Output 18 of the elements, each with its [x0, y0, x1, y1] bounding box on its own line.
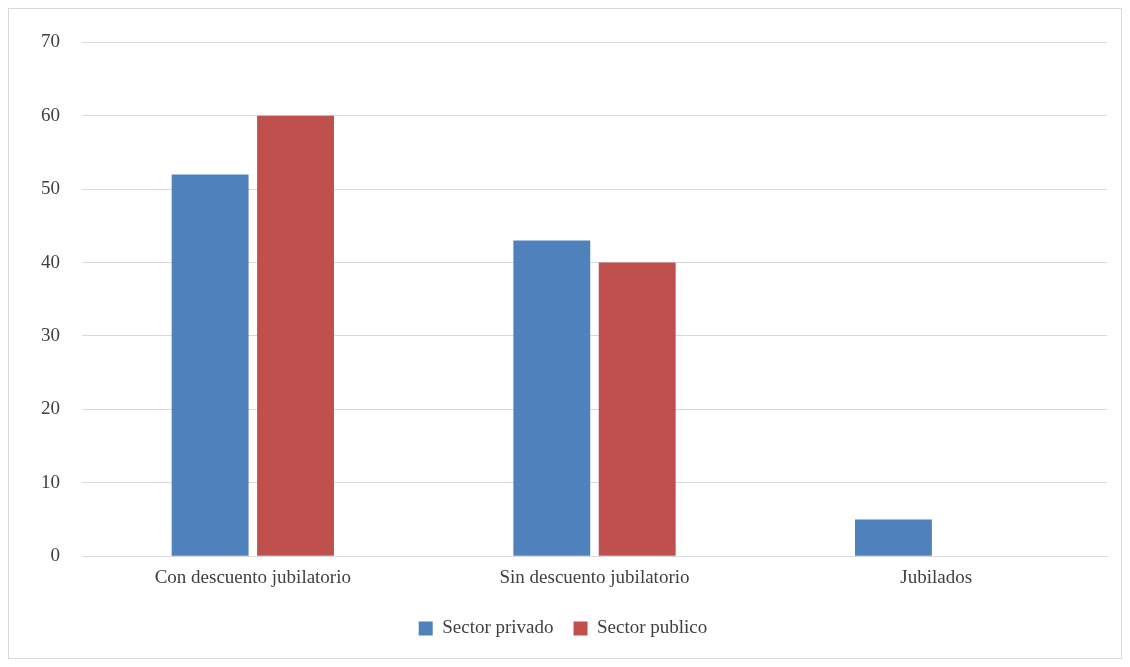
x-tick-label: Sin descuento jubilatorio: [499, 565, 690, 587]
y-tick-label: 20: [41, 397, 60, 419]
bar: [257, 115, 334, 556]
y-tick-label: 70: [41, 30, 60, 52]
y-tick-label: 30: [41, 323, 60, 345]
y-tick-label: 0: [50, 544, 60, 566]
y-tick-label: 40: [41, 250, 60, 272]
x-tick-label: Con descuento jubilatorio: [154, 565, 351, 587]
bar: [855, 519, 932, 556]
y-tick-label: 50: [41, 177, 60, 199]
bar: [171, 174, 249, 556]
y-tick-label: 10: [41, 470, 60, 492]
x-tick-label: Jubilados: [900, 565, 973, 587]
bar: [513, 240, 591, 556]
y-tick-label: 60: [41, 103, 60, 125]
bar: [598, 262, 676, 556]
legend-label: Sector publico: [597, 616, 708, 638]
legend-label: Sector privado: [442, 616, 554, 638]
